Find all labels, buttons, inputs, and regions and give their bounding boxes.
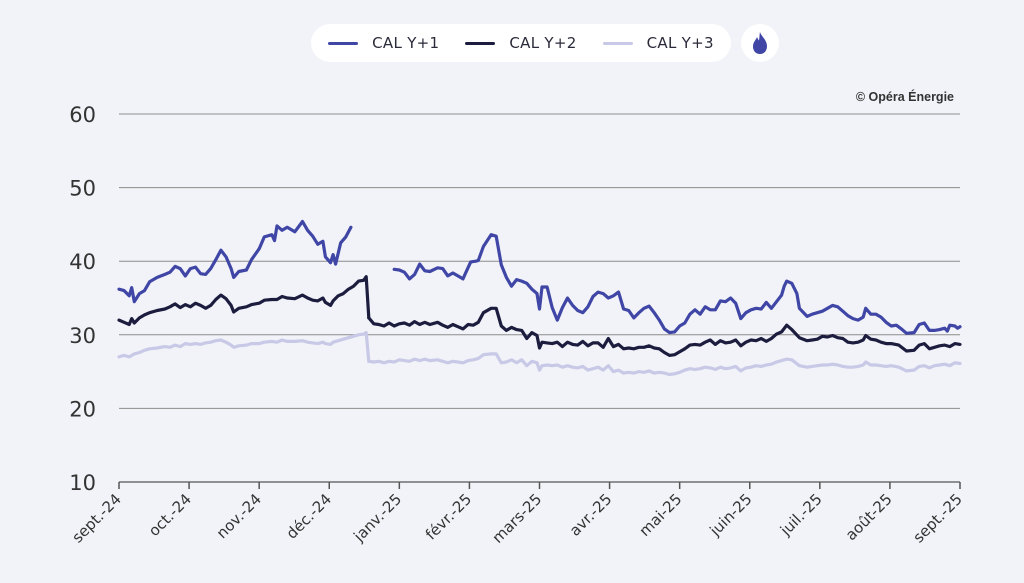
- y-axis-ticks: 10 20 30 40 50 60: [69, 103, 96, 495]
- x-tick-label: sept.-25: [909, 490, 965, 546]
- x-tick-label: janv.-25: [349, 490, 405, 546]
- legend-item-cal-y2[interactable]: CAL Y+2: [465, 34, 576, 52]
- x-tick-label: nov.-24: [213, 490, 265, 542]
- legend-label-cal-y3: CAL Y+3: [646, 34, 714, 52]
- series-cal-y-3: [117, 331, 962, 377]
- series-line-segment: [117, 219, 353, 304]
- x-tick-label: févr.-25: [422, 490, 475, 543]
- legend-item-cal-y1[interactable]: CAL Y+1: [328, 34, 439, 52]
- x-tick-label: août-25: [842, 490, 896, 544]
- y-tick-label-60: 60: [69, 103, 96, 127]
- legend-label-cal-y2: CAL Y+2: [509, 34, 577, 52]
- y-tick-label-30: 30: [69, 324, 96, 348]
- x-tick-label: avr.-25: [566, 490, 616, 540]
- x-axis: sept.-24 oct.-24 nov.-24 déc.-24 janv.-25 fév…: [68, 481, 966, 547]
- series-line-segment: [117, 275, 371, 327]
- copyright-notice: © Opéra Énergie: [855, 90, 954, 104]
- y-tick-label-50: 50: [69, 177, 96, 201]
- legend-swatch-cal-y3: [602, 41, 633, 45]
- series-lines: [117, 219, 962, 377]
- legend-label-cal-y1: CAL Y+1: [372, 34, 440, 52]
- x-tick-label: mai-25: [636, 490, 686, 540]
- series-line-segment: [367, 306, 962, 357]
- y-tick-label-40: 40: [69, 250, 96, 274]
- x-tick-label: déc.-24: [283, 490, 336, 543]
- series-cal-y-2: [117, 275, 962, 357]
- legend-item-cal-y3[interactable]: CAL Y+3: [602, 34, 714, 52]
- x-tick-label: juin-25: [705, 490, 755, 540]
- series-line-segment: [367, 352, 962, 377]
- series-line-segment: [117, 331, 371, 363]
- x-tick-label: oct.-24: [145, 490, 195, 540]
- series-line-segment: [392, 233, 962, 335]
- flame-icon: [753, 32, 767, 54]
- gridlines: [119, 113, 960, 409]
- x-tick-label: juil.-25: [776, 490, 826, 540]
- chart-legend: CAL Y+1 CAL Y+2 CAL Y+3: [311, 24, 731, 62]
- y-tick-label-10: 10: [69, 471, 96, 495]
- x-tick-label: sept.-24: [68, 490, 124, 546]
- energy-type-button[interactable]: [741, 24, 779, 62]
- series-cal-y-1: [117, 219, 962, 335]
- y-tick-label-20: 20: [69, 397, 96, 421]
- legend-swatch-cal-y1: [328, 41, 359, 45]
- x-tick-label: mars-25: [489, 490, 546, 547]
- legend-swatch-cal-y2: [465, 41, 496, 45]
